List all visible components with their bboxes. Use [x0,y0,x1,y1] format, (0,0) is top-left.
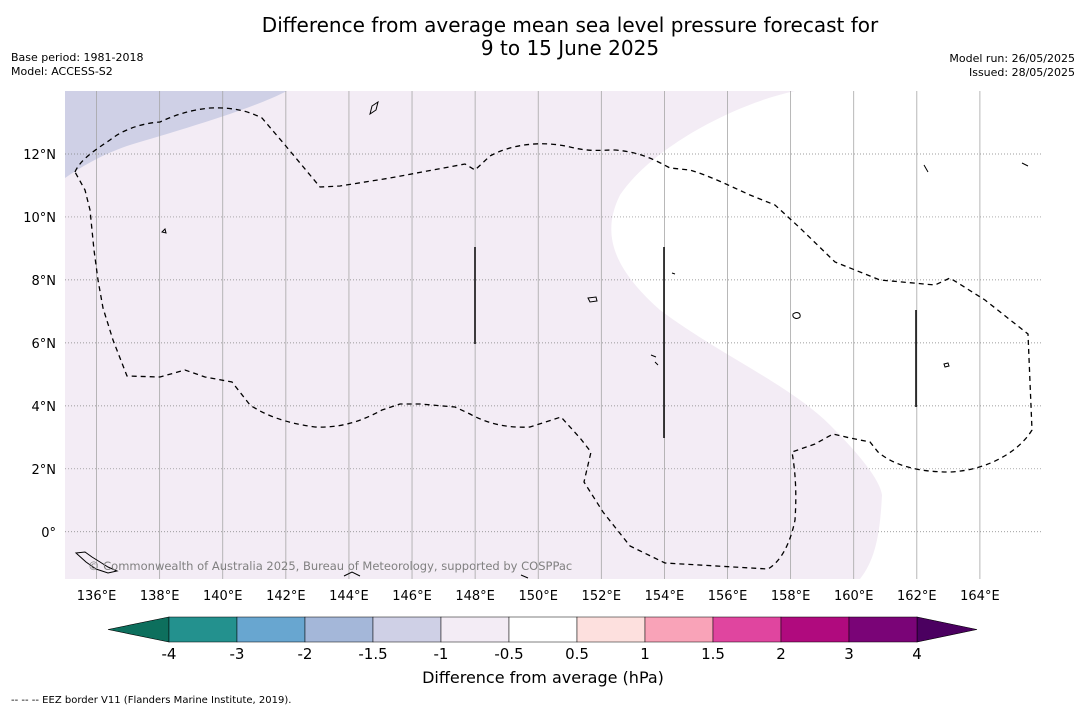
colorbar-tick-label: 1 [640,645,650,663]
colorbar-tick-label: -2 [298,645,313,663]
colorbar-tick-label: 1.5 [701,645,725,663]
colorbar-swatch [780,616,850,643]
colorbar-tick-label: -3 [230,645,245,663]
anomaly-fill-lavender [65,91,287,178]
lat-tick-label: 12°N [23,148,56,163]
title-line-1: Difference from average mean sea level p… [261,13,879,37]
lon-tick-label: 158°E [771,589,811,604]
colorbar-tick-label: -0.5 [494,645,523,663]
base-period-label: Base period: 1981-2018 [11,51,144,64]
longitude-tick-labels: 136°E 138°E 140°E 142°E 144°E 146°E 148°E 150°E… [77,589,1000,604]
anomaly-fill-white [611,91,1043,579]
colorbar-swatch [304,616,374,643]
issued-label: Issued: 28/05/2025 [968,66,1075,79]
colorbar-tick-label: 4 [912,645,922,663]
colorbar-tick-label: 3 [844,645,854,663]
island-dot-b [650,354,659,366]
lon-tick-label: 136°E [77,589,117,604]
colorbar-swatch [440,616,510,643]
latitude-tick-labels: 12°N 10°N 8°N 6°N 4°N 2°N 0° [23,148,56,541]
lon-tick-label: 148°E [455,589,495,604]
lat-tick-label: 4°N [32,400,57,415]
colorbar-tick-label: -1.5 [358,645,387,663]
coast-manus [343,571,529,579]
title-line-2: 9 to 15 June 2025 [480,36,660,60]
eez-legend-note: -- -- -- EEZ border V11 (Flanders Marine… [11,695,292,706]
island-dot-c [923,162,1029,173]
colorbar-swatch [848,616,918,643]
island-pohnpei [792,312,801,319]
island-guam [369,100,379,116]
coastlines [74,100,1029,579]
island-yap [161,228,167,234]
lon-tick-label: 156°E [708,589,748,604]
colorbar: -4 -3 -2 -1.5 -1 -0.5 0.5 1 1.5 2 3 4 [107,616,978,663]
eez-border [74,107,1033,570]
colorbar-extend-low [107,616,170,643]
island-dot-a [671,272,676,275]
colorbar-swatch [712,616,782,643]
island-chuuk [587,296,598,303]
lon-tick-label: 154°E [645,589,685,604]
lon-tick-label: 142°E [266,589,306,604]
chart-title: Difference from average mean sea level p… [170,14,970,60]
bracket-lines [474,247,917,438]
colorbar-tick-label: -4 [162,645,177,663]
model-label: Model: ACCESS-S2 [11,65,113,78]
lat-tick-label: 10°N [23,211,56,226]
colorbar-swatch [168,616,238,643]
colorbar-swatch [576,616,646,643]
lon-tick-label: 146°E [392,589,432,604]
lon-tick-label: 164°E [960,589,1000,604]
lon-tick-label: 144°E [329,589,369,604]
lon-tick-label: 138°E [140,589,180,604]
lat-tick-label: 0° [41,526,56,541]
lat-tick-label: 8°N [32,274,57,289]
lon-tick-label: 140°E [203,589,243,604]
colorbar-extend-high [916,616,978,643]
copyright-notice: © Commonwealth of Australia 2025, Bureau… [88,559,572,573]
colorbar-tick-label: 0.5 [565,645,589,663]
lat-tick-label: 2°N [32,463,57,478]
map-area: © Commonwealth of Australia 2025, Bureau… [65,91,1043,579]
lat-tick-label: 6°N [32,337,57,352]
colorbar-tick-label: -1 [434,645,449,663]
colorbar-swatch [644,616,714,643]
model-run-label: Model run: 26/05/2025 [949,52,1075,65]
colorbar-tick-label: 2 [776,645,786,663]
colorbar-swatch [372,616,442,643]
island-kosrae [943,362,950,368]
coast-new-guinea-north [74,551,119,574]
lon-tick-label: 162°E [897,589,937,604]
lon-tick-label: 152°E [582,589,622,604]
colorbar-title: Difference from average (hPa) [422,668,664,687]
meta-left: Base period: 1981-2018 Model: ACCESS-S2 [11,51,143,79]
meta-right: Model run: 26/05/2025 Issued: 28/05/2025 [949,52,1075,80]
colorbar-swatch [236,616,306,643]
lon-tick-label: 150°E [518,589,558,604]
lon-tick-label: 160°E [834,589,874,604]
colorbar-swatch [508,616,578,643]
